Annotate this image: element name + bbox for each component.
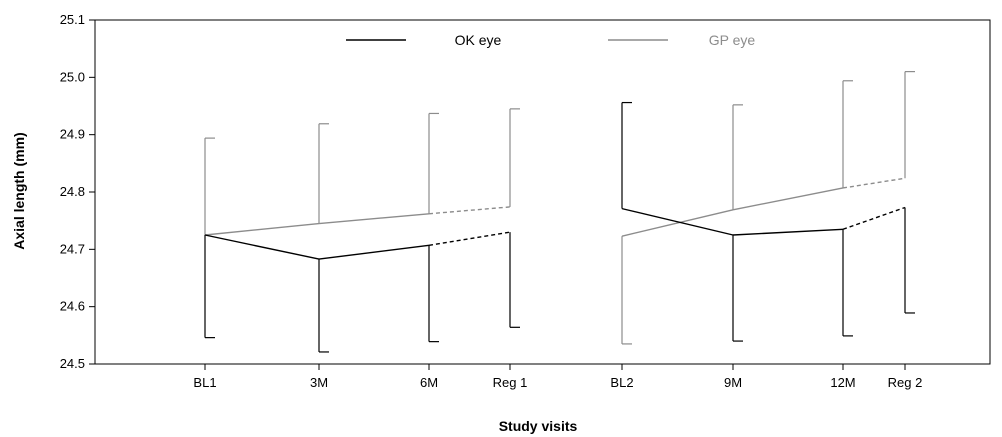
y-tick-label: 24.6	[60, 299, 85, 314]
legend-label: GP eye	[709, 32, 756, 48]
series-segment	[204, 222, 320, 236]
series-segment	[732, 187, 844, 211]
series-segment	[842, 177, 906, 189]
x-tick-label: 6M	[420, 375, 438, 390]
x-tick-label: BL2	[610, 375, 633, 390]
plot-frame	[94, 19, 991, 365]
x-tick-label: 12M	[830, 375, 855, 390]
y-tick-label: 24.9	[60, 127, 85, 142]
series-segment	[842, 206, 906, 230]
y-tick-label: 24.8	[60, 184, 85, 199]
legend: OK eye GP eye	[346, 32, 755, 48]
y-tick-label: 25.1	[60, 12, 85, 27]
axes: 24.5 24.6 24.7 24.8 24.9 25.0 25.1 BL1 3M 6M Reg 1…	[60, 12, 991, 390]
series-segment	[318, 244, 430, 260]
y-tick-label: 25.0	[60, 69, 85, 84]
series-segment	[732, 228, 844, 236]
x-axis-title: Study visits	[499, 418, 578, 434]
legend-label: OK eye	[455, 32, 502, 48]
x-tick-label: Reg 2	[888, 375, 923, 390]
y-tick-label: 24.7	[60, 241, 85, 256]
x-tick-label: Reg 1	[493, 375, 528, 390]
y-axis-title: Axial length (mm)	[11, 132, 27, 249]
y-tick-label: 24.5	[60, 356, 85, 371]
x-tick-label: 9M	[724, 375, 742, 390]
series-segment	[428, 231, 511, 247]
series-segment	[204, 234, 320, 260]
x-tick-label: BL1	[193, 375, 216, 390]
series-segment	[621, 209, 734, 237]
error-bars	[204, 70, 915, 353]
series-lines	[204, 177, 906, 260]
series-segment	[318, 213, 430, 225]
x-tick-label: 3M	[310, 375, 328, 390]
series-segment	[621, 207, 734, 236]
series-segment	[428, 206, 511, 215]
